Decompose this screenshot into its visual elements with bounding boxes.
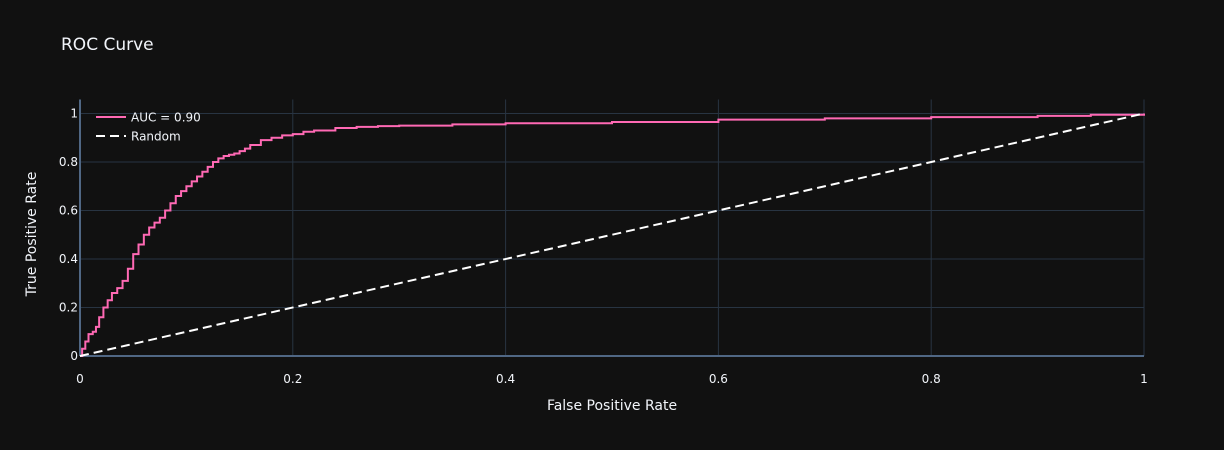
x-tick-label: 0.4 (496, 372, 515, 386)
y-tick-label: 0.2 (59, 301, 78, 315)
y-tick-label: 0.4 (59, 252, 78, 266)
chart-title: ROC Curve (61, 35, 154, 55)
y-tick-label: 1 (70, 107, 78, 121)
zeroline-layer (79, 99, 1144, 357)
legend-item-roc[interactable]: AUC = 0.90 (96, 111, 201, 125)
x-tick-label: 0.6 (709, 372, 728, 386)
y-tick-label: 0 (70, 349, 78, 363)
x-tick-label: 1 (1140, 372, 1148, 386)
legend-label-random: Random (131, 130, 181, 144)
tick-labels: 0 0.2 0.4 0.6 0.8 1 0 0.2 0.4 0.6 0.8 1 (59, 107, 1148, 387)
y-tick-label: 0.8 (59, 155, 78, 169)
y-tick-label: 0.6 (59, 204, 78, 218)
legend-label-roc: AUC = 0.90 (131, 111, 201, 125)
grid-layer (80, 99, 1145, 356)
legend: AUC = 0.90 Random (96, 111, 201, 144)
x-tick-label: 0 (76, 372, 84, 386)
x-tick-label: 0.2 (283, 372, 302, 386)
x-axis-title: False Positive Rate (547, 398, 677, 414)
y-axis-title: True Positive Rate (24, 172, 40, 298)
roc-curve-line (80, 113, 1145, 357)
legend-item-random[interactable]: Random (96, 130, 181, 144)
x-tick-label: 0.8 (922, 372, 941, 386)
series-layer (79, 112, 1145, 357)
